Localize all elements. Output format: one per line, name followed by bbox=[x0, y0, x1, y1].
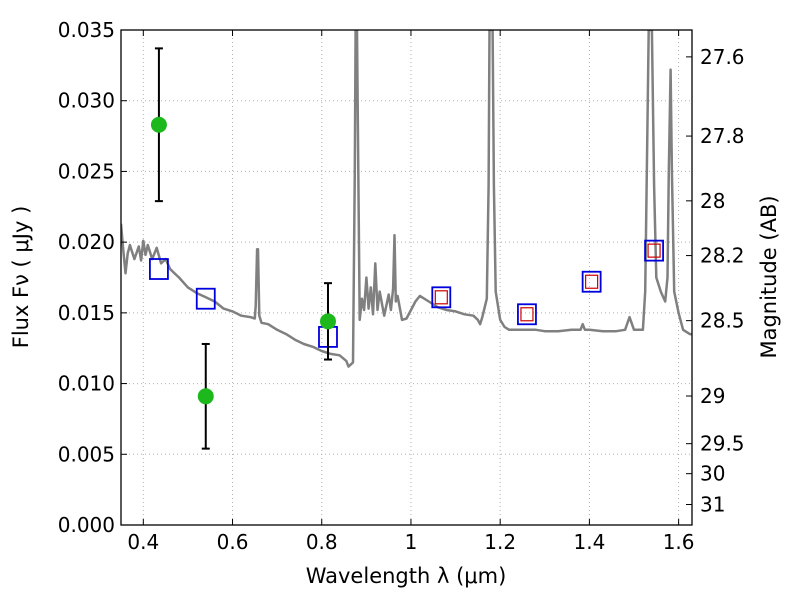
y-tick-label: 0.000 bbox=[58, 513, 115, 537]
observed-point bbox=[319, 313, 336, 330]
gridlines bbox=[121, 30, 692, 525]
x-tick-label: 0.8 bbox=[306, 530, 338, 554]
y-tick-label: 0.030 bbox=[58, 89, 115, 113]
model-square bbox=[149, 258, 169, 280]
x-tick-label: 1.2 bbox=[484, 530, 516, 554]
model-squares bbox=[149, 239, 664, 348]
observed-point bbox=[150, 116, 167, 133]
model-square-inner bbox=[647, 243, 661, 258]
x-tick-label: 1 bbox=[405, 530, 418, 554]
x-tick-label: 1.6 bbox=[663, 530, 695, 554]
observed-points bbox=[150, 47, 336, 450]
y-tick-label: 0.015 bbox=[58, 301, 115, 325]
y-right-tick-label: 29 bbox=[700, 384, 725, 408]
y-right-tick-label: 30 bbox=[700, 462, 725, 486]
model-square bbox=[517, 303, 537, 326]
y-right-tick-label: 31 bbox=[700, 492, 725, 516]
y-axis-right: 27.6 27.8 28 28.2 28.5 29 29.5 30 31 bbox=[686, 45, 745, 516]
spectrum-line bbox=[121, 30, 692, 368]
plot-frame bbox=[120, 29, 693, 526]
y-right-tick-label: 28 bbox=[700, 189, 725, 213]
spectrum-series bbox=[121, 30, 692, 368]
model-square bbox=[581, 270, 602, 293]
x-tick-label: 0.4 bbox=[127, 530, 159, 554]
y-tick-label: 0.005 bbox=[58, 442, 115, 466]
x-axis: 0.4 0.6 0.8 1 1.2 1.4 1.6 bbox=[127, 30, 695, 554]
x-tick-label: 1.4 bbox=[573, 530, 605, 554]
y-right-tick-label: 27.6 bbox=[700, 45, 745, 69]
y-right-tick-label: 28.5 bbox=[700, 309, 745, 333]
model-square-inner bbox=[434, 290, 448, 305]
y-right-tick-label: 28.2 bbox=[700, 244, 745, 268]
model-square-inner bbox=[585, 274, 599, 289]
model-square bbox=[195, 287, 216, 310]
y-axis-right-label: Magnitude (AB) bbox=[757, 195, 781, 358]
observed-point bbox=[197, 388, 214, 405]
x-tick-label: 0.6 bbox=[217, 530, 249, 554]
model-square bbox=[431, 286, 452, 309]
y-tick-label: 0.025 bbox=[58, 159, 115, 183]
y-tick-label: 0.035 bbox=[58, 18, 115, 42]
y-right-tick-label: 29.5 bbox=[700, 432, 745, 456]
y-tick-label: 0.020 bbox=[58, 230, 115, 254]
model-square-inner bbox=[520, 307, 534, 322]
model-square bbox=[644, 239, 664, 262]
y-axis-label: Flux Fν ( μJy ) bbox=[9, 206, 33, 349]
y-right-tick-label: 27.8 bbox=[700, 124, 745, 148]
y-axis-left: 0.000 0.005 0.010 0.015 0.020 0.025 0.030 0.035 bbox=[58, 18, 127, 537]
x-axis-label: Wavelength λ (μm) bbox=[306, 564, 507, 588]
y-tick-label: 0.010 bbox=[58, 372, 115, 396]
